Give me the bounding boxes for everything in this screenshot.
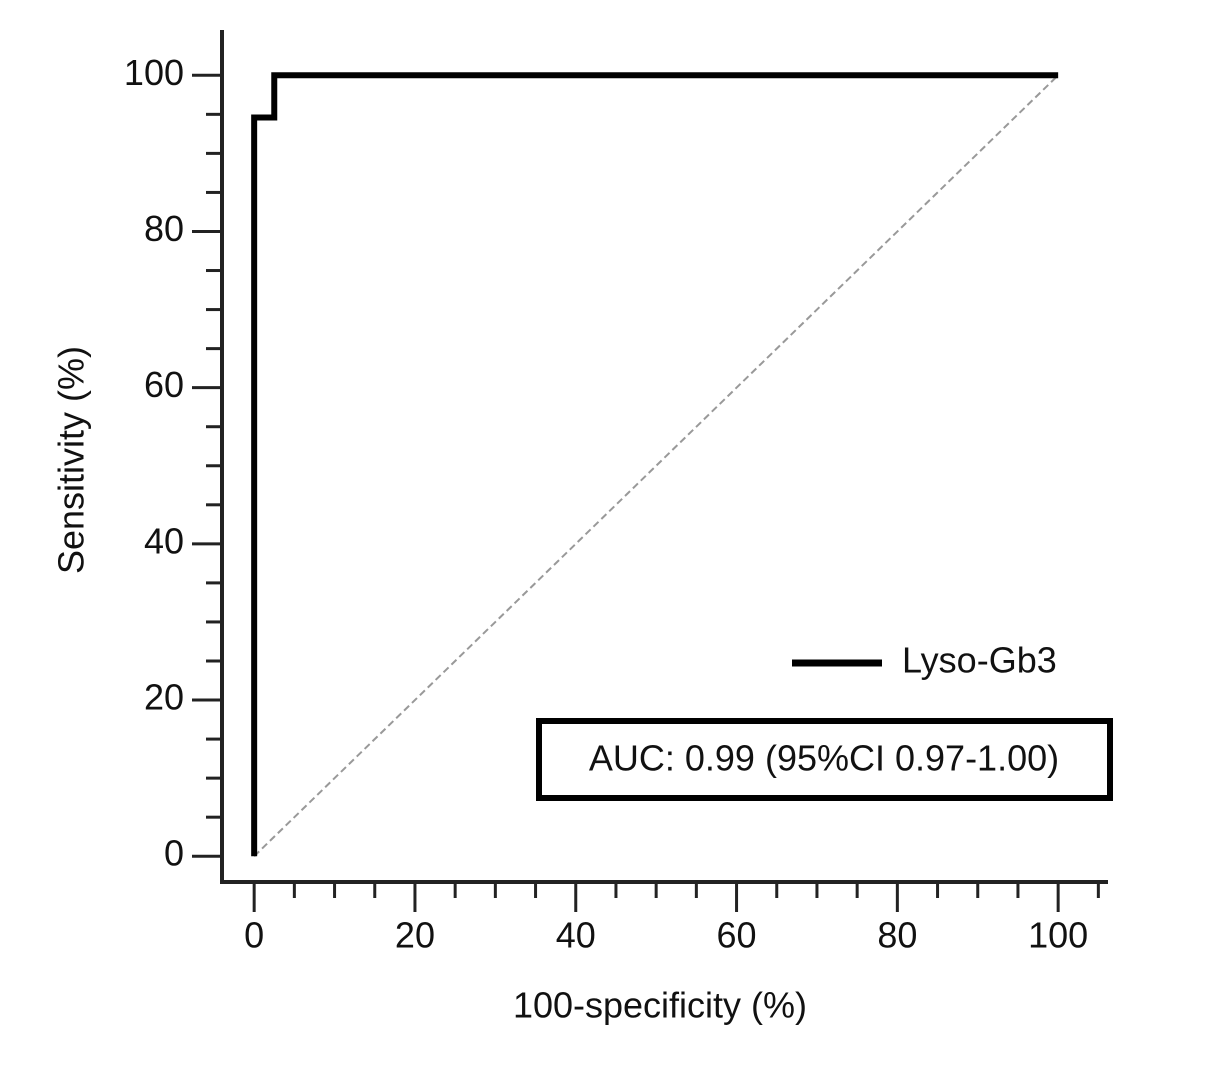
y-tick-label: 100	[124, 52, 184, 93]
y-tick-label: 80	[144, 208, 184, 249]
legend-label: Lyso-Gb3	[902, 640, 1057, 681]
annotation: AUC: 0.99 (95%CI 0.97-1.00)	[589, 738, 1059, 779]
y-axis-label: Sensitivity (%)	[51, 346, 92, 574]
x-tick-label: 0	[244, 915, 264, 956]
roc-line	[251, 72, 1059, 857]
annotation-box	[536, 718, 1113, 801]
x-tick-label: 80	[877, 915, 917, 956]
y-tick-label: 40	[144, 520, 184, 561]
y-tick-label: 20	[144, 677, 184, 718]
x-axis-label: 100-specificity (%)	[513, 985, 807, 1026]
y-tick-label: 60	[144, 364, 184, 405]
y-tick-label: 0	[164, 833, 184, 874]
x-tick-label: 60	[717, 915, 757, 956]
x-tick-label: 100	[1028, 915, 1088, 956]
x-tick-label: 20	[395, 915, 435, 956]
x-tick-label: 40	[556, 915, 596, 956]
